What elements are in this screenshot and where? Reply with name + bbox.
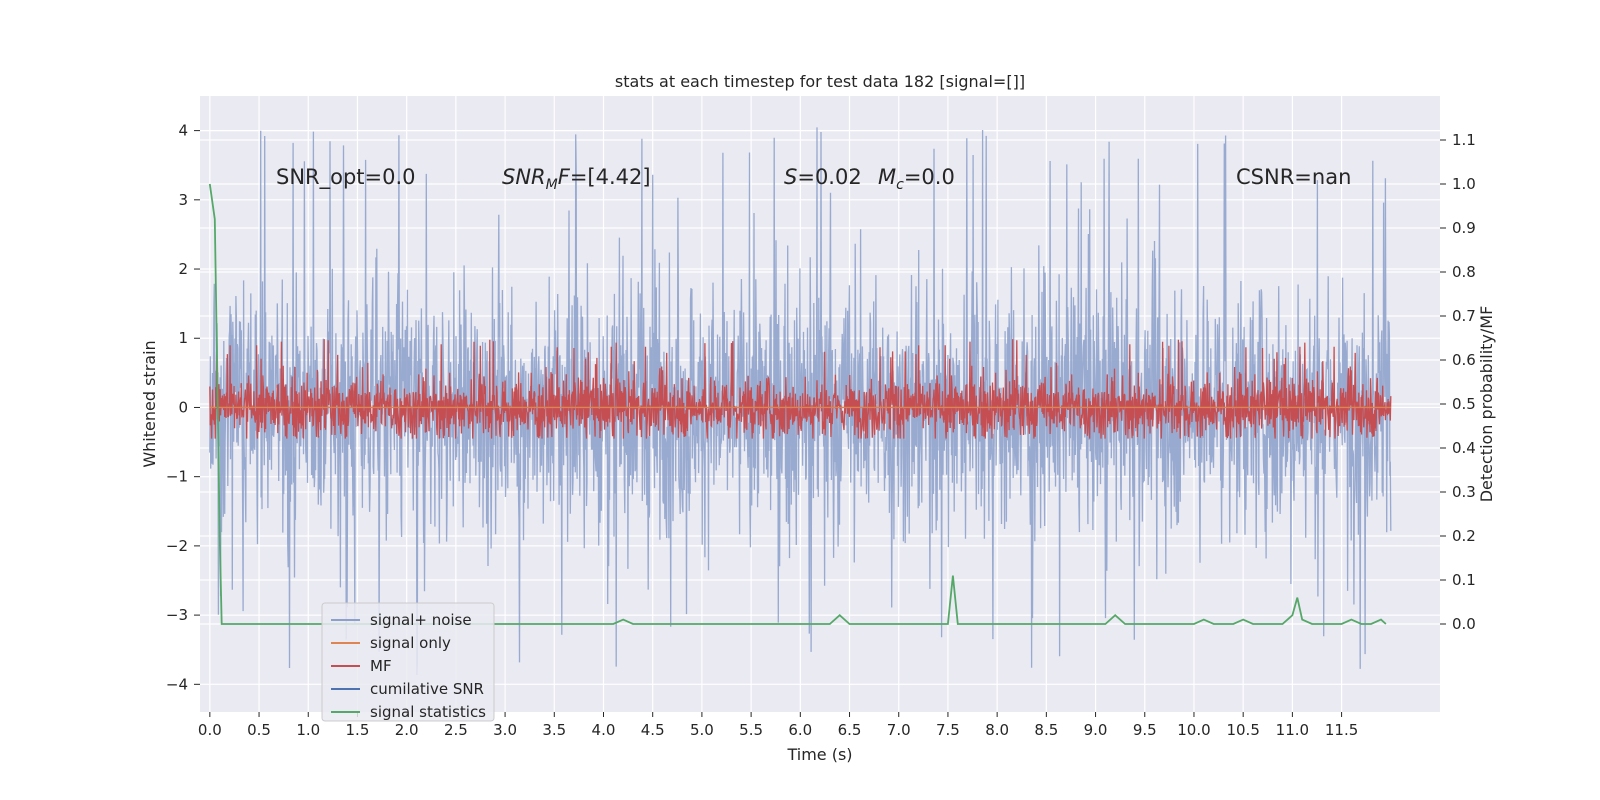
series-mf-line	[209, 339, 1392, 439]
x-tick-label: 5.0	[690, 721, 714, 739]
annotation-snr-mf: SNRMF=[4.42]	[502, 165, 651, 193]
x-tick-label: 1.0	[296, 721, 320, 739]
x-tick-label: 3.0	[493, 721, 517, 739]
x-axis-label: Time (s)	[786, 745, 852, 764]
y-axis-left-label: Whitened strain	[140, 340, 159, 467]
legend-label: MF	[370, 657, 392, 675]
legend: signal+ noise signal only MF cumilative SNR…	[321, 602, 495, 722]
annotation-snr-mf-value: =[4.42]	[570, 165, 651, 189]
x-axis-ticks: 0.0 0.5 1.0 1.5 2.0 2.5 3.0 3.5 4.0 4.5 5.0 5.5 6.0 6…	[198, 712, 1358, 739]
y-axis-left-ticks: −4 −3 −2 −1 0 1 2 3 4	[166, 122, 200, 693]
y-right-tick-label: 0.9	[1452, 219, 1476, 237]
annotation-snr-opt: SNR_opt=0.0	[276, 165, 416, 190]
x-tick-label: 4.0	[592, 721, 616, 739]
x-tick-label: 11.0	[1276, 721, 1309, 739]
y-right-tick-label: 1.1	[1452, 131, 1476, 149]
x-tick-label: 9.5	[1133, 721, 1157, 739]
x-tick-label: 6.5	[838, 721, 862, 739]
y-right-tick-label: 1.0	[1452, 175, 1476, 193]
x-tick-label: 10.0	[1177, 721, 1210, 739]
y-right-tick-label: 0.5	[1452, 395, 1476, 413]
x-tick-label: 9.0	[1084, 721, 1108, 739]
x-tick-label: 3.5	[542, 721, 566, 739]
annotation-s-value: =0.02	[797, 165, 861, 189]
y-tick-label: 3	[178, 191, 188, 209]
x-tick-label: 1.5	[346, 721, 370, 739]
y-axis-right-label: Detection probability/MF	[1477, 306, 1496, 503]
y-right-tick-label: 0.1	[1452, 571, 1476, 589]
x-tick-label: 11.5	[1325, 721, 1358, 739]
y-tick-label: 4	[178, 122, 188, 140]
x-tick-label: 10.5	[1226, 721, 1259, 739]
y-tick-label: 0	[178, 398, 188, 416]
y-right-tick-label: 0.6	[1452, 351, 1476, 369]
x-tick-label: 0.5	[247, 721, 271, 739]
y-tick-label: −1	[166, 468, 188, 486]
annotation-s: S=0.02	[784, 165, 862, 189]
chart-title: stats at each timestep for test data 182…	[615, 72, 1025, 91]
x-tick-label: 0.0	[198, 721, 222, 739]
series-signal-statistics-line	[208, 183, 1387, 625]
x-tick-label: 8.0	[985, 721, 1009, 739]
y-tick-label: −4	[166, 675, 188, 693]
y-tick-label: −3	[166, 606, 188, 624]
y-right-tick-label: 0.4	[1452, 439, 1476, 457]
x-tick-label: 7.0	[887, 721, 911, 739]
x-tick-label: 6.0	[788, 721, 812, 739]
x-tick-label: 2.5	[444, 721, 468, 739]
x-tick-label: 8.5	[1034, 721, 1058, 739]
series-layer	[208, 127, 1392, 676]
x-tick-label: 4.5	[641, 721, 665, 739]
x-tick-label: 5.5	[739, 721, 763, 739]
legend-label: signal+ noise	[370, 611, 472, 629]
annotation-mc: Mc=0.0	[878, 165, 955, 193]
y-right-tick-label: 0.3	[1452, 483, 1476, 501]
y-tick-label: −2	[166, 537, 188, 555]
legend-label: cumilative SNR	[370, 680, 484, 698]
y-right-tick-label: 0.8	[1452, 263, 1476, 281]
legend-box	[321, 602, 495, 722]
x-tick-label: 2.0	[395, 721, 419, 739]
annotation-mc-value: =0.0	[904, 165, 955, 189]
annotation-csnr: CSNR=nan	[1236, 165, 1351, 189]
y-tick-label: 1	[178, 329, 188, 347]
x-tick-label: 7.5	[936, 721, 960, 739]
y-tick-label: 2	[178, 260, 188, 278]
y-right-tick-label: 0.7	[1452, 307, 1476, 325]
y-right-tick-label: 0.0	[1452, 615, 1476, 633]
y-axis-right-ticks: 0.0 0.1 0.2 0.3 0.4 0.5 0.6 0.7 0.8 0.9 1.0 1.1	[1440, 131, 1476, 633]
y-right-tick-label: 0.2	[1452, 527, 1476, 545]
legend-label: signal only	[370, 634, 451, 652]
series-signal-noise-line	[209, 127, 1392, 676]
legend-label: signal statistics	[370, 703, 486, 721]
